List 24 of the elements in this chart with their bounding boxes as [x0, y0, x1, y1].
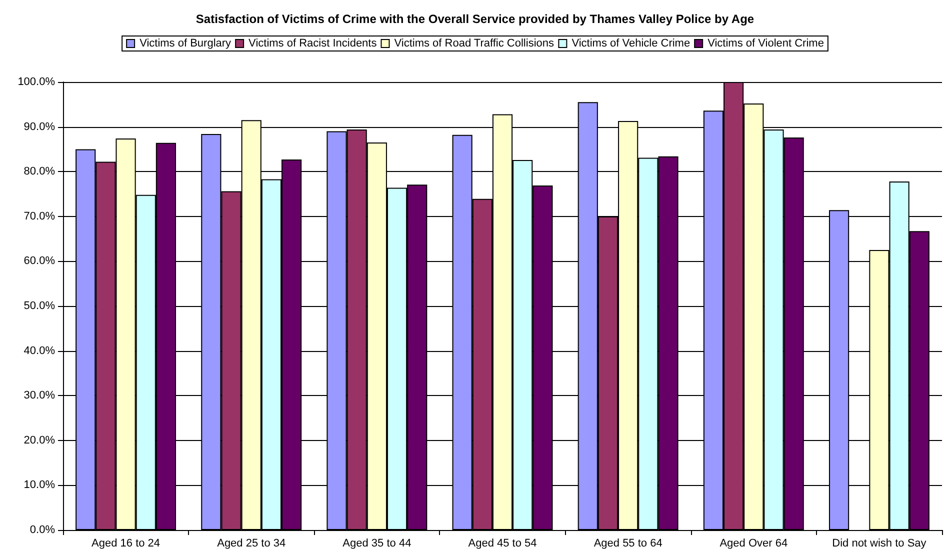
x-tick-label: Aged 55 to 64 [594, 538, 662, 550]
y-tick-label: 70.0% [24, 210, 56, 222]
legend-label: Victims of Violent Crime [708, 38, 824, 50]
x-tick-label: Aged 25 to 34 [217, 538, 286, 550]
y-tick-label: 20.0% [24, 434, 56, 446]
x-tick-label: Aged 45 to 54 [468, 538, 537, 550]
x-tick-label: Aged 35 to 44 [342, 538, 412, 550]
y-tick-label: 0.0% [30, 524, 56, 536]
legend-label: Victims of Racist Incidents [248, 38, 378, 50]
y-tick-label: 50.0% [24, 300, 56, 312]
x-tick-label: Did not wish to Say [832, 538, 927, 550]
y-tick-label: 80.0% [24, 166, 56, 178]
legend-label: Victims of Burglary [140, 38, 232, 50]
y-tick-label: 30.0% [24, 390, 56, 402]
x-tick-label: Aged 16 to 24 [92, 538, 160, 550]
legend-label: Victims of Vehicle Crime [572, 38, 690, 50]
y-tick-label: 60.0% [24, 255, 56, 268]
y-tick-label: 90.0% [24, 120, 56, 133]
y-tick-label: 10.0% [24, 479, 56, 492]
x-tick-label: Aged Over 64 [720, 538, 788, 550]
chart-title: Satisfaction of Victims of Crime with the Overall Service provided by Thames Valley Police by Age [196, 12, 754, 26]
legend-label: Victims of Road Traffic Collisions [394, 38, 554, 50]
y-tick-label: 100.0% [18, 76, 56, 88]
y-tick-label: 40.0% [24, 344, 56, 357]
